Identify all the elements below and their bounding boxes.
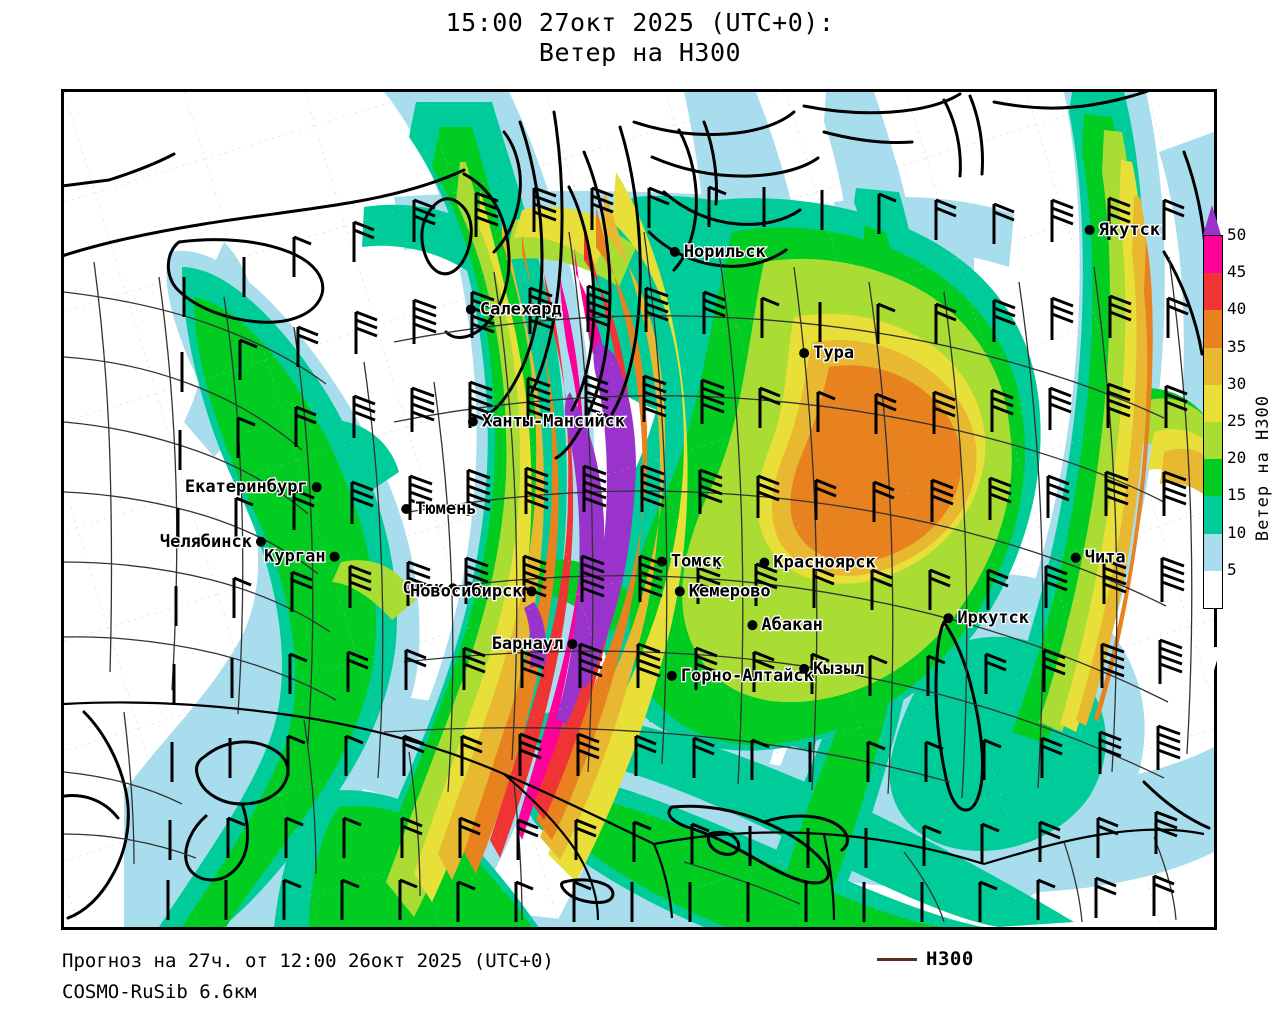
colorbar-cell xyxy=(1204,236,1222,274)
colorbar-cell xyxy=(1204,533,1222,571)
city-label: Горно-Алтайск xyxy=(681,666,814,686)
city-marker: Красноярск xyxy=(759,551,877,574)
city-dot xyxy=(447,583,458,594)
city-dot xyxy=(567,639,578,650)
page-title: 15:00 27окт 2025 (UTC+0): xyxy=(445,8,835,37)
city-label: Челябинск xyxy=(160,532,252,552)
city-labels-layer: Норильск Якутск Тура Салехард Ханты-Мансийск… xyxy=(159,219,1162,687)
city-dot xyxy=(401,504,412,515)
city-dot xyxy=(311,482,322,493)
map-canvas: Норильск Якутск Тура Салехард Ханты-Мансийск… xyxy=(64,92,1214,927)
city-dot xyxy=(467,416,478,427)
colorbar-cell xyxy=(1204,496,1222,534)
chart-title-block: 15:00 27окт 2025 (UTC+0): Ветер на H300 xyxy=(0,8,1280,68)
colorbar-tick-label: 20 xyxy=(1227,448,1247,468)
city-marker: Тура xyxy=(799,342,855,364)
colorbar-tick-label: 10 xyxy=(1227,522,1247,542)
colorbar-tick-label: 35 xyxy=(1227,336,1247,356)
city-marker: Екатеринбург xyxy=(184,476,322,498)
city-marker: Томск xyxy=(656,550,723,573)
city-dot xyxy=(526,586,537,597)
city-dot xyxy=(669,246,680,257)
forecast-info-line: Прогноз на 27ч. от 12:00 26окт 2025 (UTC… xyxy=(62,950,554,972)
city-label: Томск xyxy=(671,552,722,572)
city-dot xyxy=(329,551,340,562)
colorbar-tick-label: 5 xyxy=(1227,559,1237,579)
city-dot xyxy=(943,613,954,624)
city-label: Красноярск xyxy=(773,553,875,573)
city-marker: Салехард xyxy=(465,298,563,321)
city-marker: Барнаул xyxy=(490,633,578,655)
city-dot xyxy=(465,304,476,315)
city-label: Норильск xyxy=(684,242,766,262)
city-label: Тура xyxy=(813,343,854,363)
weather-map[interactable]: Норильск Якутск Тура Салехард Ханты-Мансийск… xyxy=(61,89,1217,930)
city-dot xyxy=(656,556,667,567)
colorbar-tick-labels: 50 45 40 35 30 25 20 15 10 5 xyxy=(1227,227,1261,607)
city-dot xyxy=(799,663,810,674)
city-label: Новосибирск xyxy=(410,581,523,601)
colorbar-tick-label: 40 xyxy=(1227,299,1247,319)
city-label: Абакан xyxy=(761,615,822,635)
city-marker: Чита xyxy=(1070,546,1127,569)
colorbar[interactable]: 50 45 40 35 30 25 20 15 10 5 Ветер на H300 xyxy=(1203,205,1277,677)
h300-legend-label: H300 xyxy=(926,948,974,970)
city-dot xyxy=(1084,225,1095,236)
h300-legend: H300 xyxy=(877,948,974,970)
city-marker: Омск xyxy=(402,577,458,600)
colorbar-axis-title: Ветер на H300 xyxy=(1253,395,1273,542)
colorbar-cell xyxy=(1204,459,1222,497)
city-dot xyxy=(799,348,810,359)
colorbar-tick-label: 45 xyxy=(1227,262,1247,282)
colorbar-cell xyxy=(1204,384,1222,422)
colorbar-tick-label: 50 xyxy=(1227,225,1247,244)
colorbar-cell xyxy=(1204,570,1222,608)
colorbar-cell xyxy=(1204,310,1222,348)
city-dot xyxy=(747,620,758,631)
city-marker: Норильск xyxy=(669,241,767,263)
city-marker: Кызыл xyxy=(799,658,866,680)
h300-line-swatch xyxy=(877,957,917,961)
city-marker: Кемерово xyxy=(674,580,772,603)
city-label: Ханты-Мансийск xyxy=(482,412,625,432)
colorbar-cell xyxy=(1204,273,1222,311)
city-marker: Ханты-Мансийск xyxy=(467,410,626,433)
city-label: Тюмень xyxy=(415,499,476,519)
model-info-line: COSMO-RuSib 6.6км xyxy=(62,981,257,1003)
city-marker: Абакан xyxy=(747,614,824,636)
colorbar-underflow-arrow xyxy=(1203,647,1221,677)
colorbar-cell xyxy=(1204,347,1222,385)
city-label: Кемерово xyxy=(689,581,771,601)
city-dot xyxy=(1070,552,1081,563)
city-label: Якутск xyxy=(1099,220,1160,240)
city-label: Чита xyxy=(1085,548,1126,568)
city-label: Екатеринбург xyxy=(185,477,308,497)
colorbar-tick-label: 15 xyxy=(1227,485,1247,505)
colorbar-swatches xyxy=(1203,235,1223,609)
colorbar-overflow-arrow xyxy=(1203,205,1221,235)
city-marker: Челябинск xyxy=(159,530,266,553)
city-marker: Курган xyxy=(263,545,340,568)
city-marker: Якутск xyxy=(1084,219,1161,241)
city-label: Курган xyxy=(264,547,325,567)
city-dot xyxy=(674,586,685,597)
city-label: Салехард xyxy=(480,299,562,319)
city-dot xyxy=(255,536,266,547)
colorbar-cell xyxy=(1204,421,1222,460)
colorbar-tick-label: 25 xyxy=(1227,411,1247,430)
city-marker: Новосибирск xyxy=(409,580,537,603)
footer: Прогноз на 27ч. от 12:00 26окт 2025 (UTC… xyxy=(62,948,1262,1005)
administrative-borders xyxy=(64,231,1205,923)
city-marker: Горно-Алтайск xyxy=(666,665,815,687)
city-label: Иркутск xyxy=(957,608,1029,628)
city-dot xyxy=(666,670,677,681)
colorbar-tick-label: 30 xyxy=(1227,373,1247,393)
city-marker: Тюмень xyxy=(401,498,478,520)
city-marker: Иркутск xyxy=(943,607,1030,630)
city-label: Кызыл xyxy=(813,659,864,679)
page-subtitle: Ветер на H300 xyxy=(538,38,742,67)
city-dot xyxy=(759,557,770,568)
city-label: Омск xyxy=(403,578,444,598)
city-label: Барнаул xyxy=(492,634,564,654)
